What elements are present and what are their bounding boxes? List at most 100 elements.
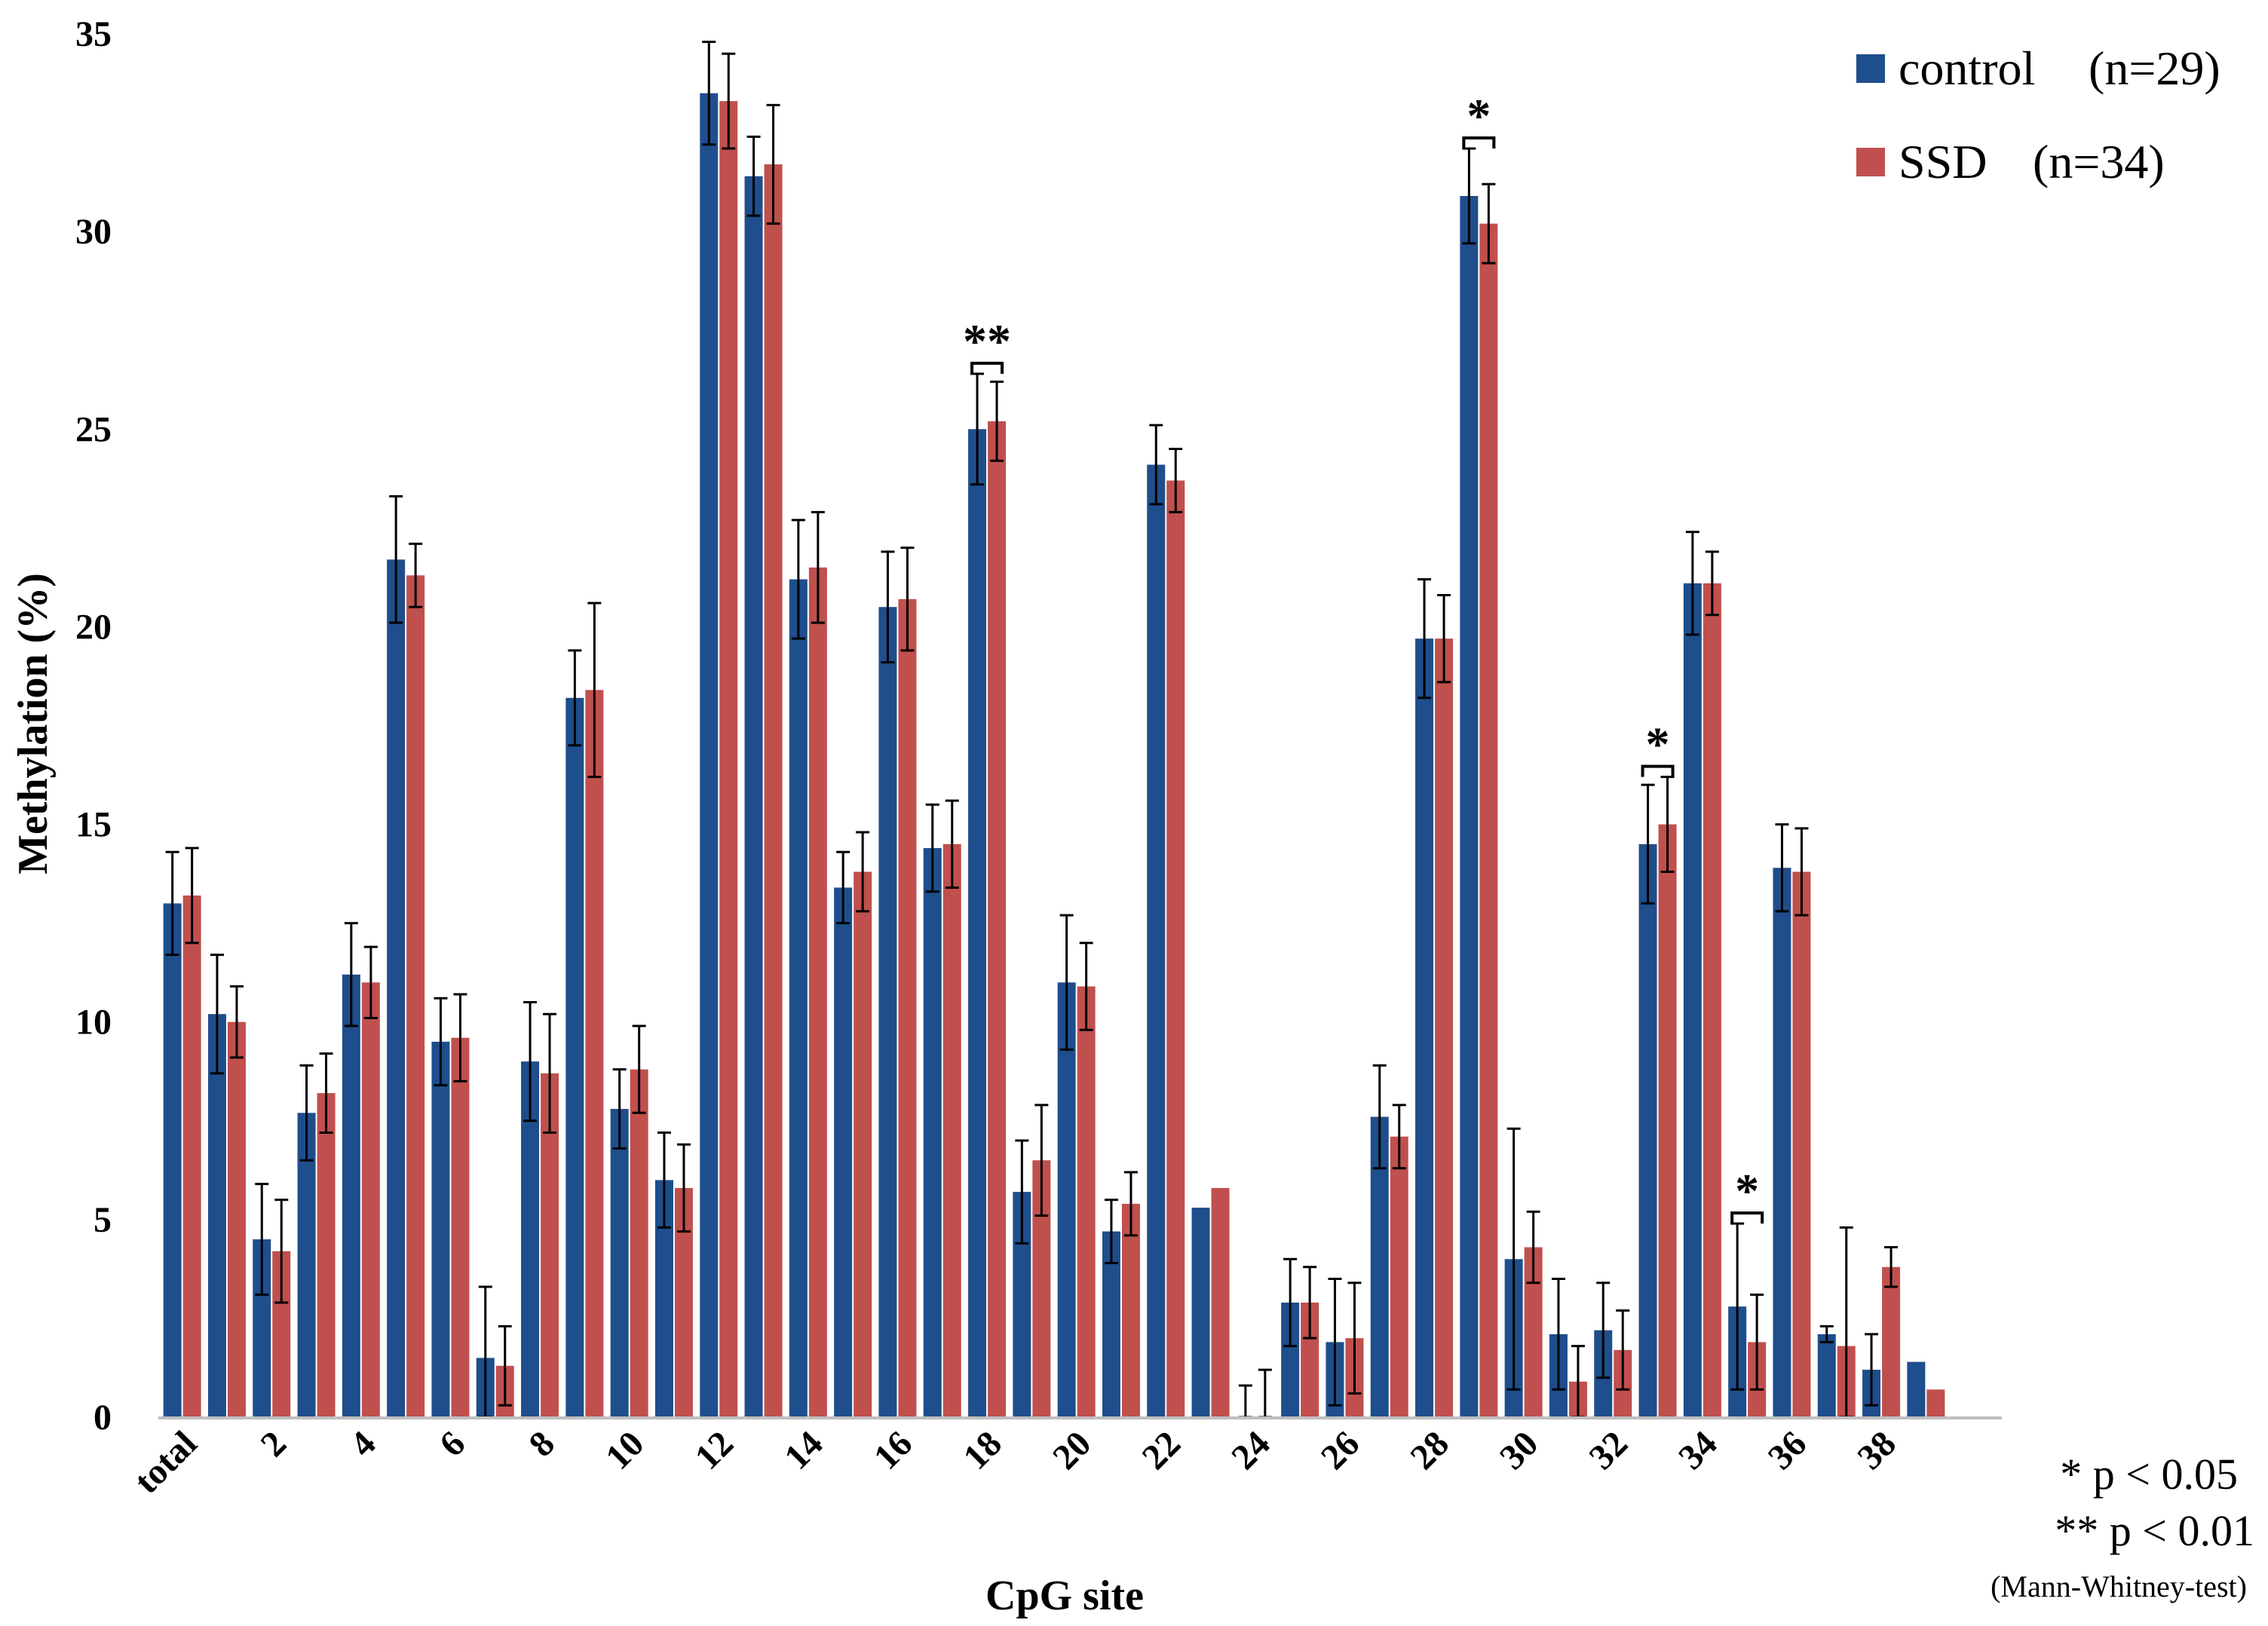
bar-control-9 bbox=[565, 697, 584, 1417]
error-bar-ssd-27 bbox=[1392, 1104, 1406, 1170]
bar-ssd-39 bbox=[1926, 1389, 1945, 1417]
legend-n-control: (n=29) bbox=[2089, 41, 2220, 95]
bar-ssd-10 bbox=[630, 1069, 648, 1417]
error-bar-ssd-3 bbox=[319, 1052, 333, 1135]
error-bar-control-22 bbox=[1149, 424, 1163, 506]
bar-control-17 bbox=[923, 848, 942, 1417]
error-bar-control-16 bbox=[881, 550, 895, 664]
bar-ssd-14 bbox=[808, 567, 827, 1418]
error-bar-ssd-11 bbox=[676, 1143, 691, 1233]
x-tick-28: 28 bbox=[1402, 1423, 1456, 1477]
bar-ssd-22 bbox=[1166, 480, 1185, 1417]
error-bar-ssd-total bbox=[185, 847, 199, 945]
bar-control-28 bbox=[1415, 638, 1434, 1417]
error-bar-control-33 bbox=[1641, 783, 1655, 905]
bar-control-18 bbox=[968, 429, 987, 1418]
error-bar-ssd-22 bbox=[1169, 448, 1183, 513]
error-bar-control-26 bbox=[1328, 1278, 1342, 1407]
error-bar-control-21 bbox=[1104, 1199, 1118, 1265]
x-tick-12: 12 bbox=[688, 1423, 741, 1477]
bar-control-15 bbox=[834, 887, 853, 1417]
x-tick-2: 2 bbox=[253, 1423, 294, 1464]
note-p005: * p < 0.05 bbox=[2060, 1450, 2238, 1499]
x-tick-26: 26 bbox=[1313, 1423, 1367, 1477]
x-axis-title: CpG site bbox=[985, 1572, 1144, 1619]
error-bar-ssd-15 bbox=[856, 831, 870, 913]
significance-bracket-35 bbox=[1730, 1211, 1764, 1224]
error-bar-ssd-17 bbox=[945, 799, 959, 889]
error-bar-ssd-30 bbox=[1526, 1210, 1540, 1285]
error-bar-ssd-35 bbox=[1750, 1293, 1764, 1391]
bar-ssd-5 bbox=[406, 575, 425, 1417]
y-tick-0: 0 bbox=[93, 1398, 112, 1438]
y-tick-20: 20 bbox=[75, 607, 112, 647]
bar-ssd-4 bbox=[361, 982, 380, 1417]
bar-control-3 bbox=[297, 1113, 316, 1417]
y-tick-25: 25 bbox=[75, 409, 112, 449]
bar-ssd-9 bbox=[585, 690, 604, 1417]
x-tick-24: 24 bbox=[1224, 1423, 1277, 1477]
significance-bracket-18 bbox=[970, 361, 1004, 374]
significance-stars-33: * bbox=[1646, 718, 1670, 771]
error-bar-ssd-12 bbox=[722, 52, 736, 150]
bar-control-23 bbox=[1191, 1208, 1210, 1417]
bar-control-29 bbox=[1460, 195, 1479, 1417]
bar-ssd-38 bbox=[1882, 1266, 1901, 1417]
error-bar-ssd-34 bbox=[1705, 550, 1719, 617]
bar-ssd-23 bbox=[1211, 1187, 1230, 1417]
bar-control-6 bbox=[431, 1041, 450, 1417]
error-bar-ssd-9 bbox=[587, 602, 602, 779]
error-bar-control-4 bbox=[344, 922, 358, 1027]
y-axis-title: Methylation (%) bbox=[10, 573, 57, 874]
bar-control-total bbox=[163, 903, 182, 1417]
bar-control-16 bbox=[878, 607, 897, 1417]
bar-control-10 bbox=[610, 1109, 629, 1417]
bar-control-1 bbox=[207, 1014, 226, 1417]
bar-ssd-3 bbox=[317, 1093, 336, 1417]
error-bar-control-6 bbox=[434, 997, 448, 1087]
significance-stars-35: * bbox=[1735, 1164, 1759, 1217]
error-bar-control-37 bbox=[1819, 1324, 1834, 1343]
legend-label-control: control bbox=[1899, 41, 2035, 95]
error-bar-ssd-10 bbox=[632, 1024, 646, 1114]
error-bar-control-32 bbox=[1596, 1282, 1611, 1379]
bar-ssd-21 bbox=[1121, 1203, 1140, 1417]
legend-n-ssd: (n=34) bbox=[2033, 135, 2165, 188]
bar-ssd-33 bbox=[1658, 824, 1677, 1417]
bar-ssd-20 bbox=[1077, 986, 1096, 1417]
significance-annotations: ***** bbox=[963, 89, 1764, 1224]
bar-ssd-16 bbox=[898, 599, 917, 1418]
significance-35: * bbox=[1730, 1164, 1764, 1224]
bar-control-12 bbox=[700, 93, 719, 1418]
bar-ssd-17 bbox=[942, 844, 961, 1417]
x-tick-34: 34 bbox=[1671, 1423, 1724, 1477]
error-bar-control-20 bbox=[1059, 914, 1074, 1051]
error-bar-ssd-4 bbox=[363, 945, 378, 1019]
x-tick-labels: total 2 4 6 8 10 12 14 16 18 20 22 24 26 28 30 32 34 36 38 bbox=[127, 1423, 1904, 1501]
x-tick-38: 38 bbox=[1850, 1423, 1903, 1477]
error-bar-control-total bbox=[165, 850, 179, 957]
error-bar-control-31 bbox=[1551, 1278, 1565, 1391]
error-bar-control-28 bbox=[1418, 578, 1432, 700]
error-bar-control-36 bbox=[1775, 823, 1789, 913]
bar-control-5 bbox=[387, 559, 406, 1417]
error-bar-ssd-28 bbox=[1437, 593, 1451, 684]
error-bar-ssd-26 bbox=[1347, 1282, 1362, 1395]
bar-control-4 bbox=[342, 974, 360, 1417]
error-bar-control-24 bbox=[1238, 1384, 1252, 1419]
error-bar-control-13 bbox=[746, 135, 761, 217]
x-tick-16: 16 bbox=[866, 1423, 920, 1477]
bar-control-34 bbox=[1683, 583, 1702, 1418]
significance-stars-29: * bbox=[1467, 89, 1491, 142]
bar-control-39 bbox=[1907, 1361, 1926, 1417]
error-bar-control-3 bbox=[299, 1064, 314, 1162]
error-bar-ssd-24 bbox=[1258, 1368, 1272, 1419]
error-bar-ssd-1 bbox=[229, 985, 244, 1059]
bar-ssd-13 bbox=[764, 164, 783, 1417]
error-bar-control-25 bbox=[1283, 1257, 1298, 1348]
bar-control-22 bbox=[1147, 464, 1166, 1417]
significance-18: ** bbox=[963, 314, 1011, 374]
bar-control-33 bbox=[1638, 844, 1657, 1417]
significance-bracket-33 bbox=[1641, 764, 1675, 777]
note-test: (Mann-Whitney-test) bbox=[1991, 1569, 2247, 1603]
